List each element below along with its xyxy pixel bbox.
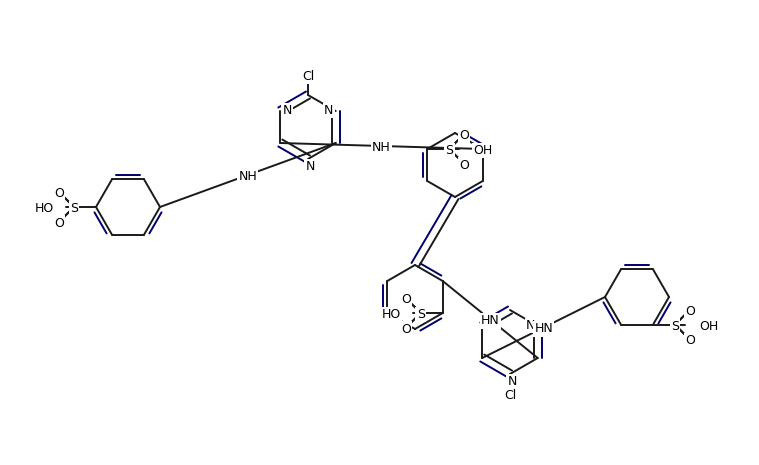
Text: OH: OH [699, 320, 718, 333]
Text: N: N [282, 104, 292, 117]
Text: HN: HN [481, 314, 499, 327]
Text: N: N [484, 319, 494, 332]
Text: O: O [459, 129, 469, 142]
Text: N: N [324, 104, 333, 117]
Text: O: O [459, 159, 469, 172]
Text: HN: HN [534, 323, 553, 336]
Text: O: O [401, 293, 411, 306]
Text: S: S [671, 320, 679, 333]
Text: NH: NH [372, 141, 391, 154]
Text: OH: OH [474, 144, 493, 157]
Text: Cl: Cl [302, 70, 314, 83]
Text: HO: HO [382, 308, 401, 321]
Text: N: N [526, 319, 535, 332]
Text: O: O [401, 323, 411, 336]
Text: O: O [685, 305, 694, 318]
Text: N: N [305, 160, 315, 173]
Text: O: O [685, 334, 694, 347]
Text: N: N [507, 375, 517, 388]
Text: S: S [446, 144, 453, 157]
Text: S: S [417, 308, 425, 321]
Text: HO: HO [35, 202, 54, 215]
Text: O: O [55, 187, 65, 200]
Text: O: O [55, 217, 65, 230]
Text: Cl: Cl [504, 389, 516, 402]
Text: S: S [70, 202, 78, 215]
Text: NH: NH [238, 170, 257, 183]
